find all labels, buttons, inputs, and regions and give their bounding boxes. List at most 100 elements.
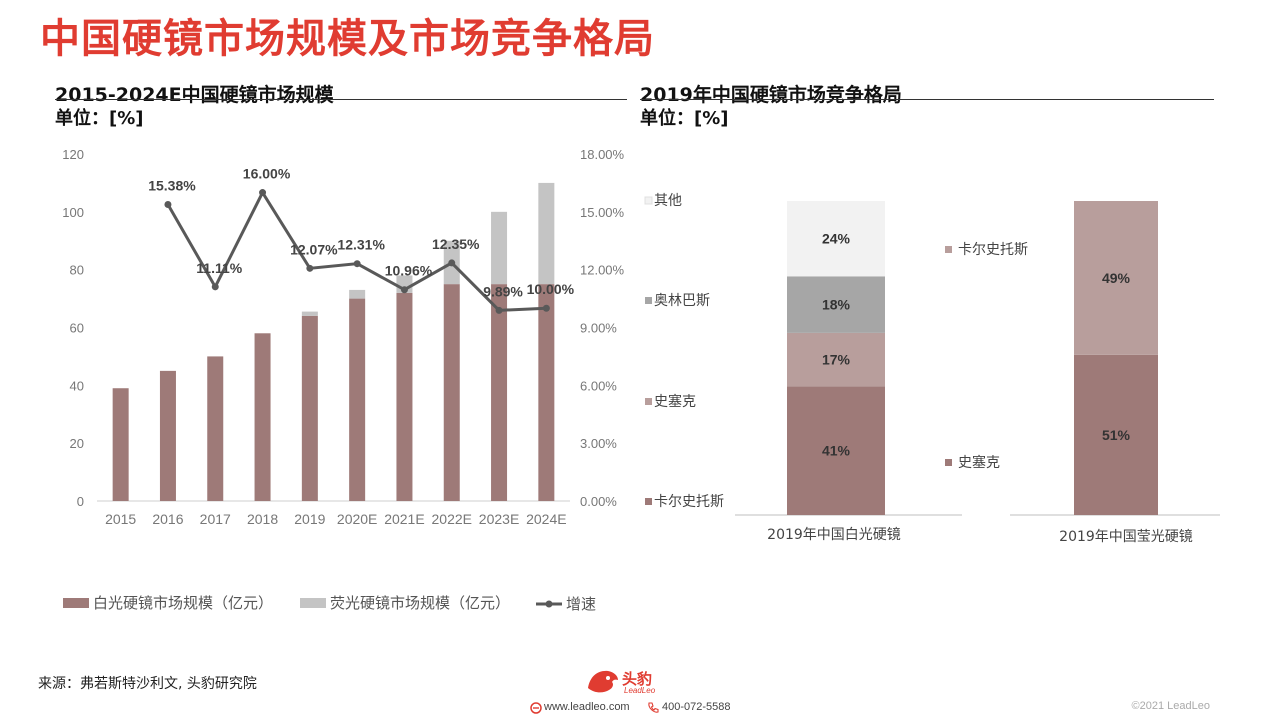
category-label: 2019年中国莹光硬镜 [1059,529,1193,545]
y-left-tick-label: 80 [70,263,84,278]
growth-point [542,304,550,312]
bar-fluorescent [349,289,366,299]
bar-white-light [491,284,508,501]
logo-sub: LeadLeo [624,686,656,695]
growth-point [448,259,456,267]
x-tick-label: 2022E [432,511,472,527]
bar-white-light [349,298,366,501]
bar-white-light [538,284,555,501]
legend-label: 其他 [654,193,682,209]
segment-label: 24% [822,231,851,247]
y-right-tick-label: 12.00% [580,263,625,278]
stack-segment [787,201,885,277]
footer-phone[interactable]: 400-072-5588 [662,701,731,713]
growth-point [353,260,361,268]
y-right-tick-label: 0.00% [580,494,617,509]
x-tick-label: 2024E [526,511,566,527]
segment-label: 41% [822,443,851,459]
legend-swatch [645,498,652,505]
legend-white-light: 白光硬镜市场规模（亿元） [93,594,273,612]
growth-label: 16.00% [243,166,291,182]
left-panel-unit: 单位：[%] [55,108,144,129]
legend-swatch [945,246,952,253]
x-tick-label: 2015 [105,511,136,527]
bar-fluorescent [491,211,508,285]
category-label: 2019年中国白光硬镜 [767,527,901,543]
competition-chart: 41% 17% 18% 24% 2019年中国白光硬镜 51% 49% 2019年中国莹光硬镜… [644,193,1220,545]
bar-white-light [159,370,176,501]
segment-label: 51% [1102,427,1131,443]
right-panel-title: 2019年中国硬镜市场竞争格局 [640,84,902,106]
x-tick-label: 2020E [337,511,377,527]
segment-label: 18% [822,297,851,313]
y-left-tick-label: 20 [70,436,84,451]
footer-website[interactable]: www.leadleo.com [544,701,630,713]
bar-white-light [207,356,224,501]
growth-point [400,286,408,294]
legend-label: 史塞克 [654,393,696,410]
legend-swatch-growth-dot [545,600,553,608]
y-right-tick-label: 15.00% [580,205,625,220]
x-tick-label: 2019 [294,511,325,527]
segment-label: 49% [1102,270,1131,286]
growth-label: 15.38% [148,178,196,194]
segment-label: 17% [822,352,851,368]
legend-swatch [644,196,653,205]
page-title: 中国硬镜市场规模及市场竞争格局 [40,16,655,62]
y-right-tick-label: 9.00% [580,321,617,336]
legend-swatch [645,398,652,405]
growth-label: 12.07% [290,241,338,257]
growth-label: 12.31% [337,237,385,253]
growth-label: 10.00% [527,281,575,297]
x-tick-label: 2021E [384,511,424,527]
y-right-tick-label: 3.00% [580,436,617,451]
legend-swatch-fluorescent [300,598,326,608]
stack-segment [787,386,885,515]
right-title-rule [640,99,1214,100]
growth-label: 12.35% [432,236,480,252]
bar-fluorescent [538,182,555,285]
legend-label: 卡尔史托斯 [958,242,1028,258]
bar-fluorescent [301,311,318,316]
leadleo-logo-icon [588,670,618,693]
y-left-tick-label: 0 [77,494,84,509]
left-panel-title: 2015-2024E中国硬镜市场规模 [55,84,334,106]
x-tick-label: 2017 [200,511,231,527]
legend-label: 卡尔史托斯 [654,494,724,510]
market-size-chart: 0 20 40 60 80 100 120 0.00% 3.00% 6.00% 9.00% 12.00… [62,147,625,613]
legend-label: 史塞克 [958,454,1000,471]
x-tick-label: 2016 [152,511,183,527]
growth-label: 11.11% [196,260,242,276]
web-icon [530,702,542,714]
x-tick-label: 2023E [479,511,519,527]
stack-segment [787,332,885,387]
y-left-tick-label: 60 [70,321,84,336]
logo-brand: 头豹 [622,670,653,688]
growth-point [259,189,267,197]
phone-icon [648,702,659,713]
stack-segment [1074,354,1158,515]
legend-swatch [645,297,652,304]
y-left-tick-label: 100 [62,205,84,220]
growth-point [211,283,219,291]
right-panel-unit: 单位：[%] [640,108,729,129]
bar-white-light [396,292,413,501]
stack-segment [787,276,885,333]
bar-white-light [112,388,129,501]
bar-white-light [301,315,318,501]
y-right-tick-label: 6.00% [580,378,617,393]
bar-white-light [254,333,271,501]
growth-label: 9.89% [483,283,523,299]
legend-growth: 增速 [566,595,596,613]
growth-point [164,201,172,209]
copyright: ©2021 LeadLeo [1131,700,1210,712]
growth-point [495,306,503,314]
left-title-rule [55,99,627,100]
y-left-tick-label: 40 [70,378,84,393]
stack-segment [1074,201,1158,355]
bar-white-light [443,284,460,501]
growth-label: 10.96% [385,263,433,279]
growth-point [306,264,314,272]
y-right-tick-label: 18.00% [580,147,625,162]
legend-fluorescent: 荧光硬镜市场规模（亿元） [330,594,510,612]
